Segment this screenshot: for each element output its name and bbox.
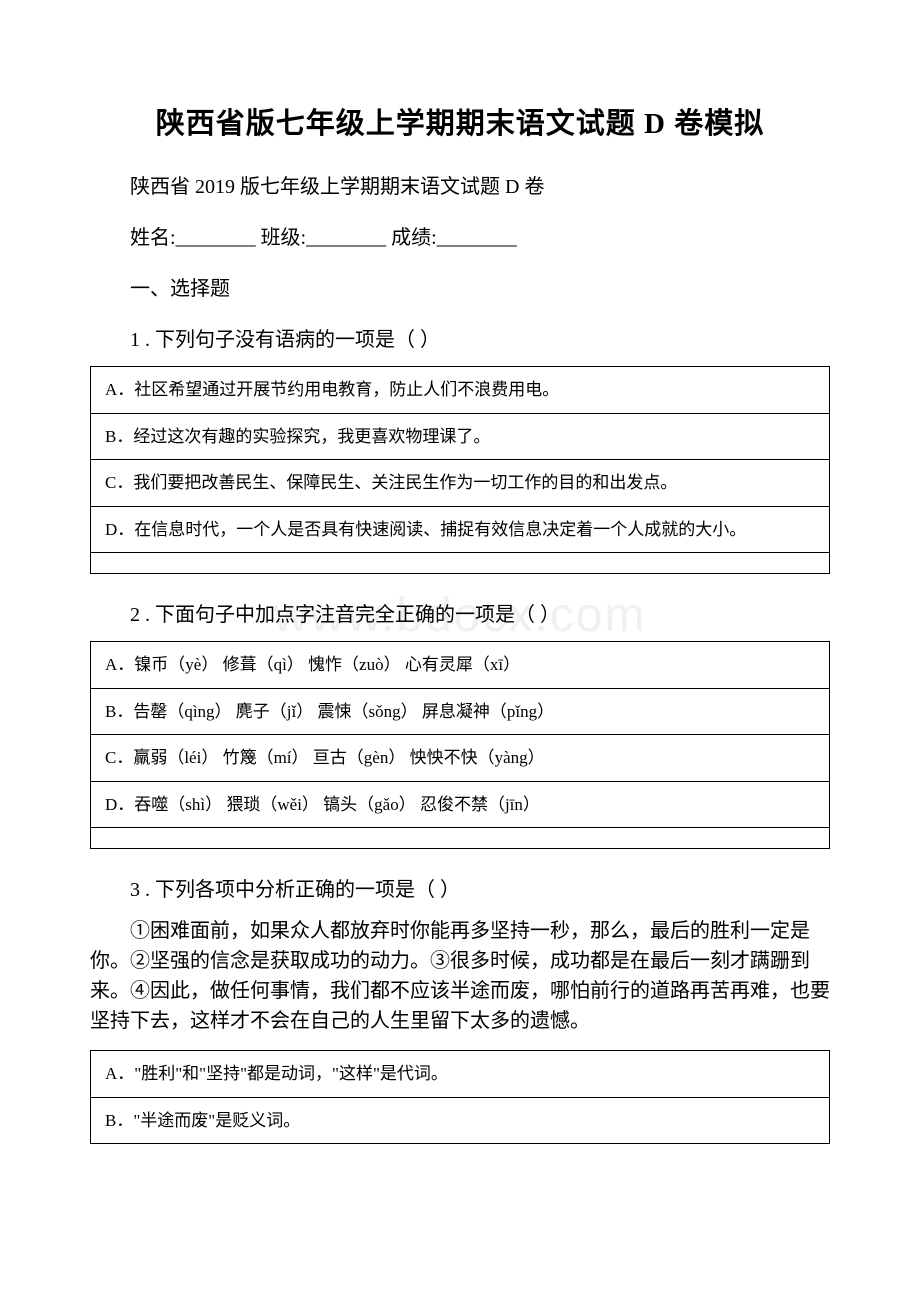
q2-option-c: C．羸弱（léi） 竹篾（mí） 亘古（gèn） 怏怏不快（yàng） bbox=[91, 735, 830, 782]
class-blank: ________ bbox=[306, 227, 386, 249]
q2-option-b: B．告罄（qìng） 麂子（jǐ） 震悚（sǒng） 屏息凝神（pǐng） bbox=[91, 688, 830, 735]
name-blank: ________ bbox=[176, 227, 256, 249]
q3-option-a: A．"胜利"和"坚持"都是动词，"这样"是代词。 bbox=[91, 1051, 830, 1098]
q1-option-b: B．经过这次有趣的实验探究，我更喜欢物理课了。 bbox=[91, 413, 830, 460]
q3-option-b: B．"半途而废"是贬义词。 bbox=[91, 1097, 830, 1144]
q2-option-blank bbox=[91, 828, 830, 849]
page-title: 陕西省版七年级上学期期末语文试题 D 卷模拟 bbox=[90, 100, 830, 142]
question-3-passage: ①困难面前，如果众人都放弃时你能再多坚持一秒，那么，最后的胜利一定是你。②坚强的… bbox=[90, 916, 830, 1036]
q1-option-a: A．社区希望通过开展节约用电教育，防止人们不浪费用电。 bbox=[91, 367, 830, 414]
subtitle: 陕西省 2019 版七年级上学期期末语文试题 D 卷 bbox=[90, 170, 830, 199]
q1-option-d: D．在信息时代，一个人是否具有快速阅读、捕捉有效信息决定着一个人成就的大小。 bbox=[91, 506, 830, 553]
name-label: 姓名: bbox=[130, 227, 176, 249]
question-2-options: A．镍币（yè） 修葺（qì） 愧怍（zuò） 心有灵犀（xī） B．告罄（qì… bbox=[90, 641, 830, 849]
class-label: 班级: bbox=[261, 227, 307, 249]
section-1-header: 一、选择题 bbox=[90, 272, 830, 301]
q2-option-d: D．吞噬（shì） 猥琐（wěi） 镐头（gǎo） 忍俊不禁（jīn） bbox=[91, 781, 830, 828]
question-2-stem: 2 . 下面句子中加点字注音完全正确的一项是（ ） bbox=[90, 598, 830, 627]
student-info-line: 姓名:________ 班级:________ 成绩:________ bbox=[90, 221, 830, 250]
question-1-options: A．社区希望通过开展节约用电教育，防止人们不浪费用电。 B．经过这次有趣的实验探… bbox=[90, 366, 830, 574]
question-1-stem: 1 . 下列句子没有语病的一项是（ ） bbox=[90, 323, 830, 352]
q1-option-c: C．我们要把改善民生、保障民生、关注民生作为一切工作的目的和出发点。 bbox=[91, 460, 830, 507]
q1-option-blank bbox=[91, 553, 830, 574]
q2-option-a: A．镍币（yè） 修葺（qì） 愧怍（zuò） 心有灵犀（xī） bbox=[91, 642, 830, 689]
question-3-stem: 3 . 下列各项中分析正确的一项是（ ） bbox=[90, 873, 830, 902]
score-label: 成绩: bbox=[391, 227, 437, 249]
score-blank: ________ bbox=[437, 227, 517, 249]
question-3-options: A．"胜利"和"坚持"都是动词，"这样"是代词。 B．"半途而废"是贬义词。 bbox=[90, 1050, 830, 1144]
